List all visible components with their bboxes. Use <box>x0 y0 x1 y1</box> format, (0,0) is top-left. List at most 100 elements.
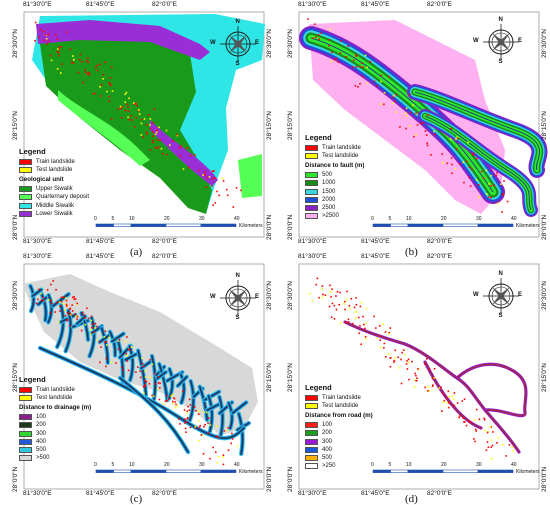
landslide-point <box>360 343 362 346</box>
legend-title: Legend <box>19 147 46 156</box>
drainage-line <box>52 293 70 307</box>
north-arrow-icon: N S E W <box>210 273 262 322</box>
landslide-point <box>214 177 216 180</box>
landslide-point <box>353 306 356 309</box>
landslide-point <box>347 318 350 321</box>
landslide-point <box>415 133 417 136</box>
landslide-point <box>128 348 130 350</box>
map-panel-geology: 81°30'0"E 81°30'0"E 81°45'0"E 81°45'0"E 82°0… <box>0 0 275 258</box>
legend-label-test: Test landslide <box>36 166 73 173</box>
landslide-point <box>432 384 434 386</box>
landslide-point <box>393 361 395 363</box>
landslide-point <box>425 358 428 360</box>
landslide-point <box>357 316 360 319</box>
coord-right-label: 28°30'0"N <box>266 281 273 310</box>
landslide-point <box>140 134 143 136</box>
scale-tick-label: 0 <box>94 462 97 468</box>
legend-label-class: 500 <box>36 446 47 453</box>
landslide-point <box>447 390 450 393</box>
scale-bar-segment <box>390 469 409 473</box>
landslide-point <box>110 66 113 69</box>
scale-bar-segment <box>390 223 409 227</box>
legend-swatch-test <box>305 152 318 159</box>
landslide-point <box>161 152 164 155</box>
landslide-point <box>463 181 465 184</box>
landslide-point <box>475 430 478 432</box>
landslide-point <box>212 204 214 207</box>
scale-bar-segment <box>165 223 202 227</box>
landslide-point <box>149 124 151 126</box>
landslide-point <box>382 323 384 325</box>
landslide-point <box>159 139 161 142</box>
landslide-point <box>451 395 454 397</box>
landslide-point <box>395 93 398 96</box>
drainage-line <box>125 353 138 361</box>
landslide-point <box>490 457 493 460</box>
landslide-point <box>344 321 347 323</box>
landslide-point <box>186 147 189 149</box>
scale-tick-label: 40 <box>234 462 240 468</box>
landslide-point <box>339 52 342 54</box>
landslide-point <box>508 444 511 446</box>
landslide-point <box>347 320 350 323</box>
coord-top-label: 81°45'0"E <box>86 253 115 260</box>
landslide-point <box>468 176 470 179</box>
landslide-point <box>73 58 75 61</box>
landslide-point <box>201 434 204 437</box>
scale-bar-segment <box>442 223 479 227</box>
landslide-point <box>351 66 354 68</box>
landslide-point <box>490 175 493 177</box>
landslide-point <box>37 298 39 301</box>
landslide-point <box>405 115 408 117</box>
landslide-point <box>110 84 112 87</box>
landslide-point <box>213 170 215 172</box>
landslide-point <box>393 359 396 362</box>
legend-swatch-class <box>19 186 32 193</box>
landslide-point <box>194 154 196 156</box>
landslide-point <box>109 83 111 86</box>
landslide-point <box>501 211 503 213</box>
legend-row-class: 1000 <box>305 179 364 187</box>
legend-row-class: Upper Siwalik <box>19 185 89 193</box>
landslide-point <box>321 288 324 290</box>
landslide-point <box>379 346 382 349</box>
landslide-point <box>376 337 379 339</box>
landslide-point <box>126 360 129 362</box>
landslide-point <box>497 202 499 205</box>
landslide-point <box>117 108 120 110</box>
landslide-point <box>199 424 202 427</box>
landslide-point <box>76 318 78 320</box>
scale-bar-segment <box>477 223 514 227</box>
landslide-point <box>149 358 151 361</box>
landslide-point <box>344 300 346 303</box>
compass-w-label: W <box>210 40 216 46</box>
scale-tick-label: 0 <box>371 216 374 222</box>
landslide-point <box>214 202 217 204</box>
map-legend: Legend Train landslide Test landslide Dista… <box>19 374 91 462</box>
legend-row-class: 300 <box>19 429 91 437</box>
landslide-point <box>135 371 137 373</box>
landslide-point <box>182 390 184 393</box>
landslide-point <box>376 85 378 87</box>
landslide-point <box>60 296 63 299</box>
drainage-line <box>128 345 134 381</box>
landslide-point <box>169 144 171 146</box>
coord-top-label: 81°45'0"E <box>361 1 390 8</box>
landslide-point <box>235 186 238 189</box>
landslide-point <box>477 183 480 186</box>
landslide-point <box>99 341 101 343</box>
landslide-point <box>427 114 429 116</box>
landslide-point <box>352 59 355 62</box>
landslide-point <box>350 297 353 300</box>
landslide-point <box>487 446 490 448</box>
coord-bottom-label: 81°30'0"E <box>23 238 52 245</box>
legend-swatch-class <box>305 213 318 220</box>
landslide-point <box>137 109 140 111</box>
landslide-point <box>227 449 230 452</box>
legend-row-class: 500 <box>19 446 91 454</box>
legend-swatch-test <box>19 394 32 401</box>
landslide-point <box>204 423 206 426</box>
coord-top-label: 81°45'0"E <box>86 1 115 8</box>
scale-tick-label: 20 <box>164 462 170 468</box>
landslide-point <box>184 427 187 430</box>
